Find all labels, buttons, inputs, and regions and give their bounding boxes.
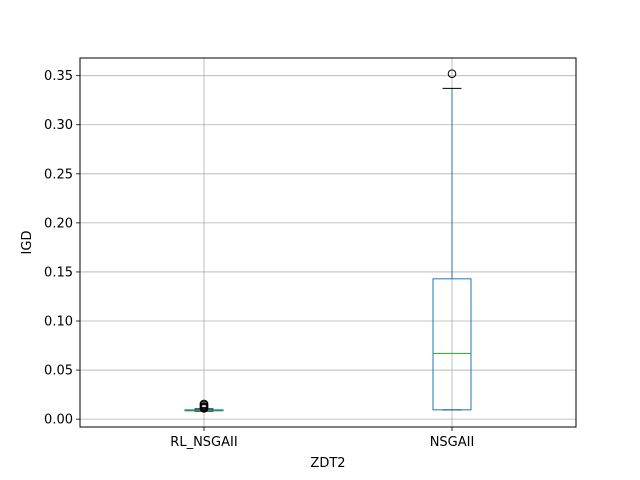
axes-frame <box>79 57 577 428</box>
outlier-point <box>199 399 209 409</box>
y-tick-label: 0.05 <box>44 364 73 379</box>
y-axis-label: IGD <box>20 231 35 255</box>
x-axis-label: ZDT2 <box>310 456 345 471</box>
grid-lines <box>80 58 576 427</box>
y-tick-label: 0.15 <box>44 265 73 280</box>
box-plots <box>184 69 472 413</box>
box-body <box>432 278 472 411</box>
y-tick-label: 0.25 <box>44 167 73 182</box>
y-tick-label: 0.30 <box>44 118 73 133</box>
x-tick-label: NSGAII <box>430 435 475 450</box>
y-tick-label: 0.10 <box>44 315 73 330</box>
y-tick-label: 0.20 <box>44 216 73 231</box>
box-rl-nsgaii <box>184 399 224 413</box>
y-tick-label: 0.00 <box>44 413 73 428</box>
ticks: 0.00 0.05 0.10 0.15 0.20 0.25 0.30 0.35 RL_NSGAI… <box>44 69 474 450</box>
x-tick-label: RL_NSGAII <box>170 435 237 450</box>
outlier-point <box>447 69 457 79</box>
y-tick-label: 0.35 <box>44 69 73 84</box>
box-nsgaii <box>432 69 472 411</box>
